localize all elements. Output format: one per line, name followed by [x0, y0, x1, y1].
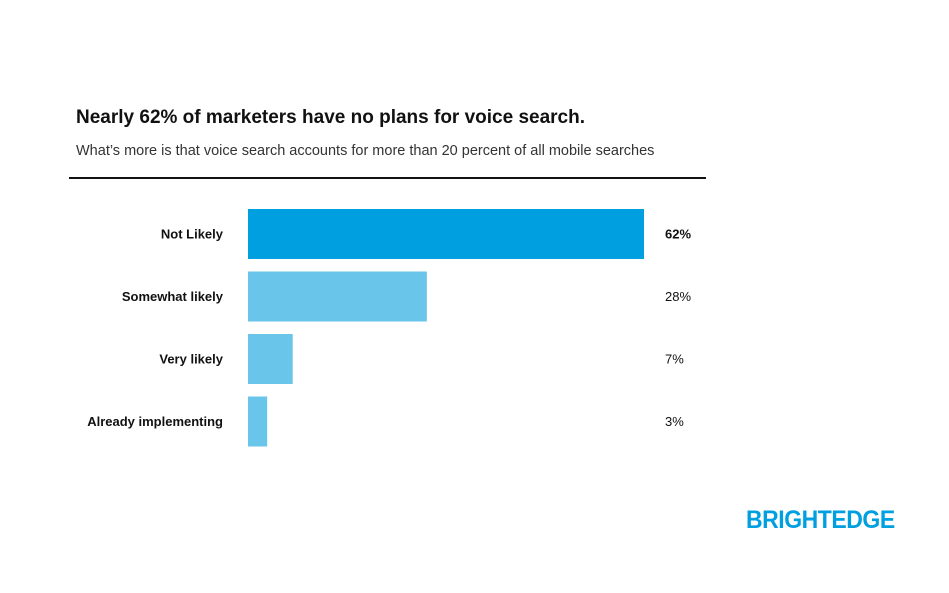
chart-subtitle: What’s more is that voice search account… — [76, 143, 655, 159]
bars-group: Not Likely 62% Somewhat likely 28% Very like… — [87, 209, 691, 447]
title-divider — [69, 177, 706, 179]
brightedge-logo: BRIGHTEDGE — [746, 506, 895, 534]
bar-not-likely — [248, 209, 644, 259]
category-label: Already implementing — [87, 414, 223, 429]
bar-somewhat-likely — [248, 271, 427, 322]
value-label: 3% — [665, 414, 684, 429]
bar-already-implementing — [248, 396, 268, 447]
value-label: 62% — [665, 227, 691, 242]
chart-title: Nearly 62% of marketers have no plans fo… — [76, 107, 586, 128]
value-label: 7% — [665, 352, 684, 367]
category-label: Somewhat likely — [122, 289, 224, 304]
category-label: Not Likely — [161, 227, 224, 242]
value-label: 28% — [665, 289, 691, 304]
category-label: Very likely — [159, 352, 223, 367]
bar-very-likely — [248, 334, 293, 384]
